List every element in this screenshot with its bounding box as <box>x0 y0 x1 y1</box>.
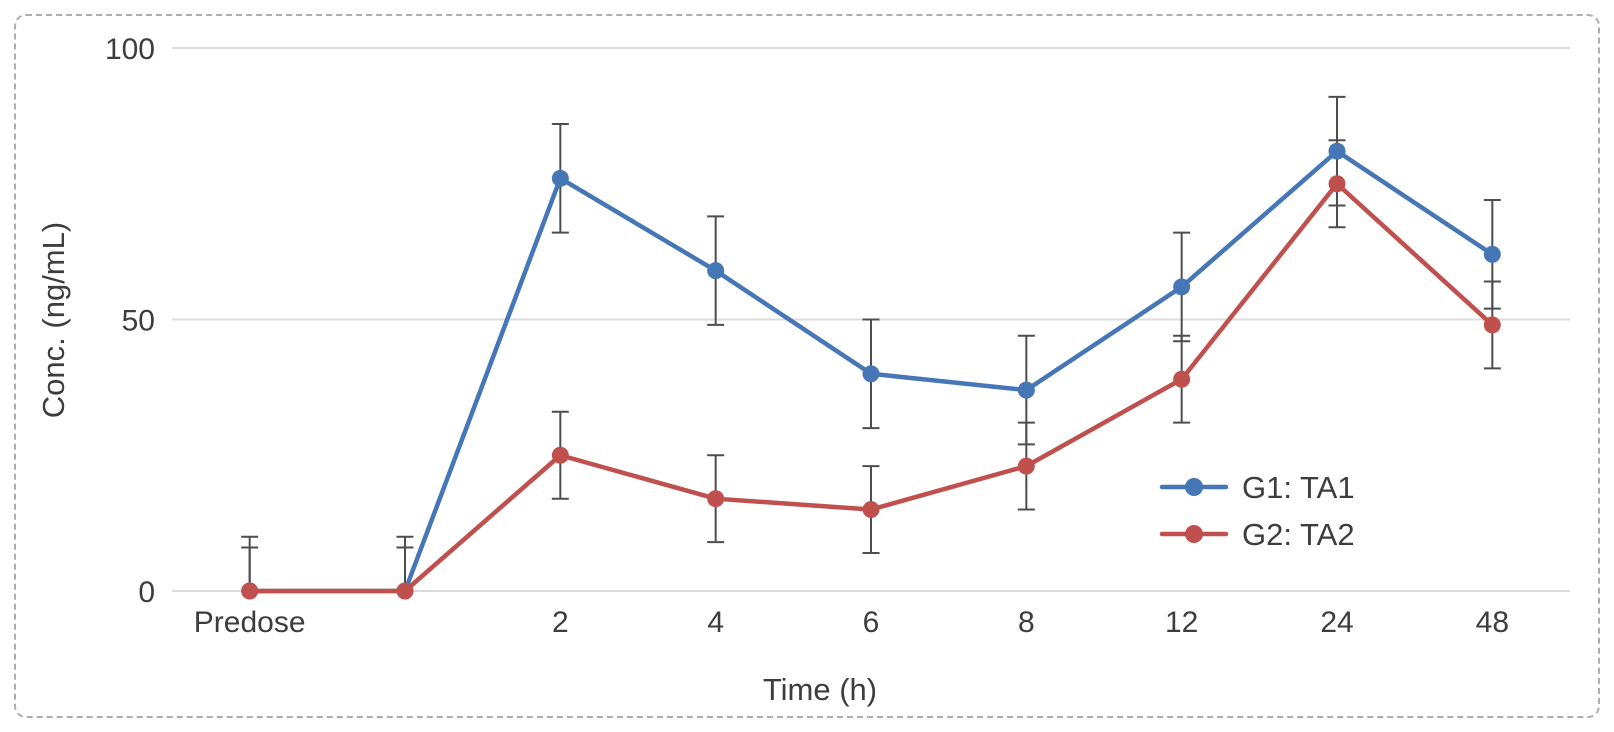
legend-item-2: G2: TA2 <box>1159 517 1355 552</box>
y-tick-label: 0 <box>138 576 155 609</box>
series-2-point-4 <box>862 501 880 519</box>
series-2-point-1 <box>396 582 414 600</box>
x-tick-label: 12 <box>1165 606 1198 639</box>
x-tick-label: 48 <box>1476 606 1509 639</box>
series-2-point-5 <box>1017 457 1035 475</box>
series-1-point-3 <box>707 262 725 280</box>
series-2-point-2 <box>551 446 569 464</box>
y-axis-title: Conc. (ng/mL) <box>36 222 71 418</box>
x-tick-label: 8 <box>1018 606 1035 639</box>
series-1-point-6 <box>1173 278 1191 296</box>
series-1-point-4 <box>862 365 880 383</box>
legend-item-1: G1: TA1 <box>1159 470 1355 505</box>
series-2-point-7 <box>1328 175 1346 193</box>
series-2-point-0 <box>241 582 259 600</box>
x-axis-title: Time (h) <box>763 672 877 707</box>
legend-label: G1: TA1 <box>1242 470 1355 505</box>
series-1-point-2 <box>551 169 569 187</box>
x-tick-label: 2 <box>552 606 569 639</box>
series-2-point-3 <box>707 490 725 508</box>
series-1-point-7 <box>1328 142 1346 160</box>
legend-label: G2: TA2 <box>1242 517 1355 552</box>
series-2-point-6 <box>1173 370 1191 388</box>
legend-dot-marker <box>1185 525 1203 543</box>
series-1-point-5 <box>1017 381 1035 399</box>
x-tick-label: 4 <box>707 606 724 639</box>
series-1-point-8 <box>1483 245 1501 263</box>
series-2-point-8 <box>1483 316 1501 334</box>
x-tick-label: 6 <box>863 606 880 639</box>
y-tick-label: 100 <box>105 33 155 66</box>
x-tick-label: 24 <box>1320 606 1353 639</box>
y-tick-label: 50 <box>122 305 155 338</box>
legend-dot-marker <box>1185 478 1203 496</box>
x-tick-label: Predose <box>194 606 306 639</box>
